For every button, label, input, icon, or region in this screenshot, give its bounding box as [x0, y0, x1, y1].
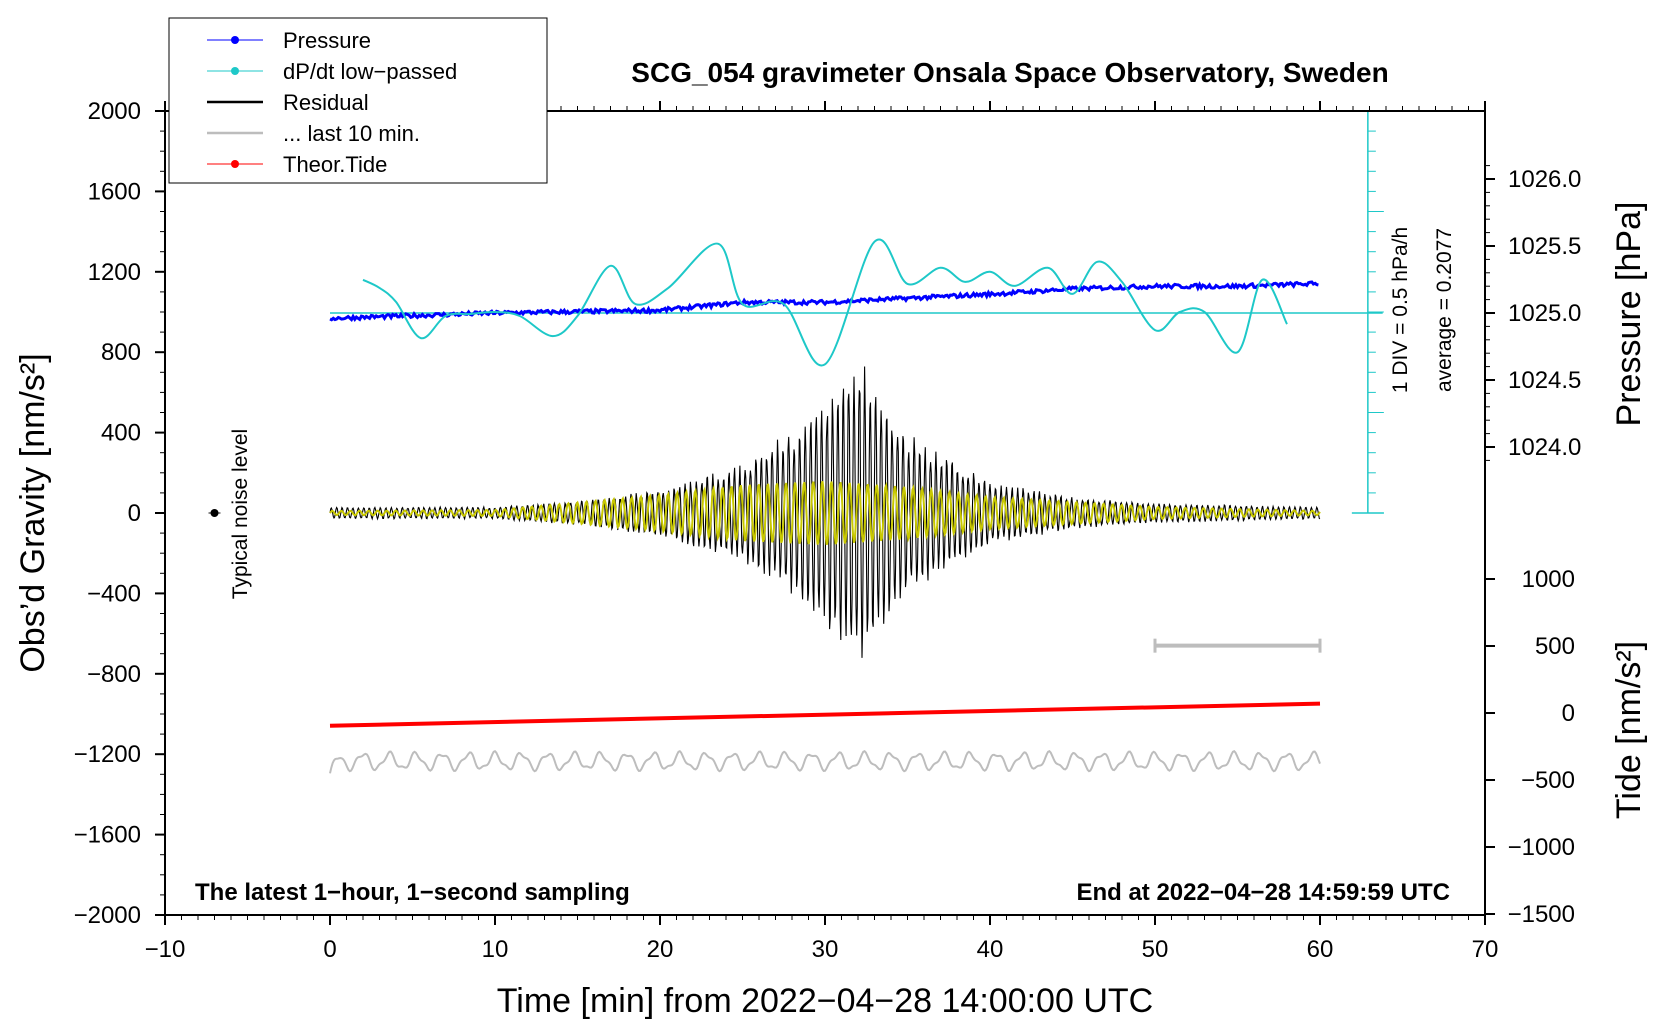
pressure-tick-label: 1026.0 [1508, 166, 1581, 193]
y-tick-label-left: 2000 [88, 98, 141, 125]
axis-ticks: −10 0 10 20 30 40 50 60 70 2000 1600 1200 800 400 0 −40… [74, 98, 1582, 963]
plot-lines [208, 110, 1384, 774]
x-tick-label: 0 [323, 936, 336, 963]
legend-item: ... last 10 min. [207, 121, 420, 146]
dpdt-line [362, 238, 1288, 367]
y-tick-label-left: 400 [101, 420, 141, 447]
y-tick-label-left: −400 [87, 580, 141, 607]
legend-item: Residual [207, 90, 369, 115]
x-tick-label: 70 [1472, 936, 1499, 963]
x-tick-label: 50 [1142, 936, 1169, 963]
legend-label: dP/dt low−passed [283, 59, 457, 84]
y-tick-label-left: 800 [101, 339, 141, 366]
x-tick-label: 20 [647, 936, 674, 963]
y-axis-label-pressure: Pressure [hPa] [1610, 202, 1648, 427]
y-tick-label-left: −1600 [74, 822, 141, 849]
x-tick-label: 10 [482, 936, 509, 963]
tide-tick-label: 0 [1562, 700, 1575, 727]
tide-tick-label: −1000 [1508, 834, 1575, 861]
tide-tick-label: −500 [1521, 767, 1575, 794]
y-axis-label-left: Obs’d Gravity [nm/s²] [14, 353, 52, 672]
noise-level-label: Typical noise level [229, 429, 252, 599]
legend-label: Residual [283, 90, 369, 115]
legend-marker [231, 36, 239, 44]
x-tick-label: 60 [1307, 936, 1334, 963]
legend-box [168, 17, 548, 184]
y-axis-label-tide: Tide [nm/s²] [1610, 641, 1648, 819]
legend-item: Theor.Tide [207, 152, 387, 177]
legend: Pressure dP/dt low−passed Residual ... last… [168, 17, 548, 184]
legend-label: Theor.Tide [283, 152, 387, 177]
legend-marker [231, 160, 239, 168]
pressure-tick-label: 1024.0 [1508, 434, 1581, 461]
x-axis-label: Time [min] from 2022−04−28 14:00:00 UTC [497, 982, 1153, 1020]
chart-title: SCG_054 gravimeter Onsala Space Observat… [631, 57, 1388, 88]
legend-label: ... last 10 min. [283, 121, 420, 146]
tide-tick-label: 500 [1535, 633, 1575, 660]
pressure-tick-label: 1025.5 [1508, 233, 1581, 260]
annotation-bottom-right: End at 2022−04−28 14:59:59 UTC [1076, 879, 1450, 906]
annotation-bottom-left: The latest 1−hour, 1−second sampling [195, 879, 630, 906]
x-tick-label: −10 [145, 936, 186, 963]
y-tick-label-left: 0 [128, 500, 141, 527]
legend-item: dP/dt low−passed [207, 59, 457, 84]
legend-item: Pressure [207, 28, 371, 53]
lowpass-residual-line [329, 481, 1321, 545]
pressure-line [329, 280, 1319, 323]
y-tick-label-left: 1600 [88, 178, 141, 205]
y-tick-label-left: −2000 [74, 902, 141, 929]
gray-oscillation-line [329, 749, 1321, 774]
y-tick-label-left: −800 [87, 661, 141, 688]
scale-average-label: average = 0.2077 [1433, 228, 1456, 392]
noise-level-marker [210, 509, 219, 517]
pressure-tick-label: 1024.5 [1508, 367, 1581, 394]
x-tick-label: 40 [977, 936, 1004, 963]
tide-tick-label: −1500 [1508, 901, 1575, 928]
pressure-tick-label: 1025.0 [1508, 300, 1581, 327]
y-tick-label-left: 1200 [88, 259, 141, 286]
legend-label: Pressure [283, 28, 371, 53]
tide-tick-label: 1000 [1522, 566, 1575, 593]
x-tick-label: 30 [812, 936, 839, 963]
legend-marker [231, 67, 239, 75]
scale-div-label: 1 DIV = 0.5 hPa/h [1389, 227, 1412, 393]
theor-tide-line [329, 701, 1321, 728]
y-tick-label-left: −1200 [74, 741, 141, 768]
